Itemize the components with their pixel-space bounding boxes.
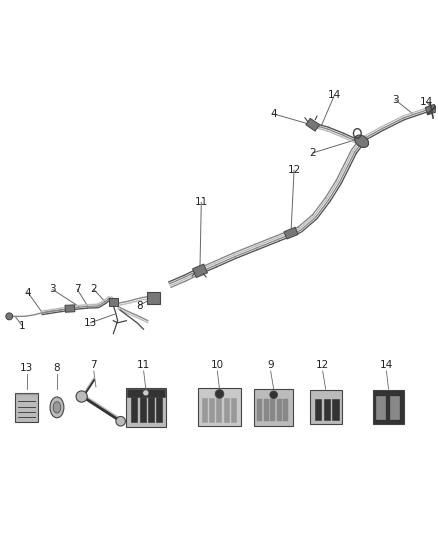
FancyBboxPatch shape: [323, 399, 329, 419]
Ellipse shape: [50, 397, 64, 418]
FancyBboxPatch shape: [208, 398, 214, 422]
Text: 10: 10: [210, 360, 223, 370]
Text: 2: 2: [90, 285, 97, 294]
Text: 1: 1: [19, 321, 25, 331]
Text: 7: 7: [90, 360, 97, 370]
Text: 4: 4: [270, 109, 276, 119]
Text: 14: 14: [327, 90, 340, 100]
Text: 14: 14: [419, 97, 432, 107]
Text: 4: 4: [25, 287, 31, 297]
Circle shape: [76, 391, 87, 402]
Text: 8: 8: [136, 301, 142, 311]
Text: 3: 3: [391, 95, 397, 104]
Text: 3: 3: [49, 285, 56, 294]
Circle shape: [269, 391, 277, 399]
FancyBboxPatch shape: [15, 393, 38, 422]
FancyBboxPatch shape: [253, 389, 293, 425]
Polygon shape: [192, 264, 207, 278]
FancyBboxPatch shape: [372, 391, 403, 424]
Text: 13: 13: [20, 362, 33, 373]
FancyBboxPatch shape: [230, 398, 236, 422]
Circle shape: [215, 390, 223, 398]
FancyBboxPatch shape: [270, 399, 275, 421]
FancyBboxPatch shape: [147, 292, 159, 304]
Circle shape: [116, 416, 125, 426]
Text: 2: 2: [309, 148, 315, 158]
Text: 9: 9: [267, 360, 273, 370]
Text: 13: 13: [84, 318, 97, 328]
FancyBboxPatch shape: [216, 398, 221, 422]
Circle shape: [6, 313, 13, 320]
Polygon shape: [424, 104, 436, 115]
FancyBboxPatch shape: [201, 398, 206, 422]
Text: 12: 12: [315, 360, 328, 370]
FancyBboxPatch shape: [131, 396, 137, 422]
FancyBboxPatch shape: [332, 399, 338, 419]
FancyBboxPatch shape: [257, 399, 261, 421]
Text: 8: 8: [53, 362, 60, 373]
FancyBboxPatch shape: [263, 399, 268, 421]
FancyBboxPatch shape: [276, 399, 281, 421]
FancyBboxPatch shape: [223, 398, 228, 422]
FancyBboxPatch shape: [314, 399, 321, 419]
Polygon shape: [305, 118, 319, 131]
Text: 7: 7: [74, 285, 81, 294]
Ellipse shape: [53, 402, 60, 413]
FancyBboxPatch shape: [148, 396, 153, 422]
Ellipse shape: [354, 135, 368, 148]
FancyBboxPatch shape: [139, 396, 145, 422]
FancyBboxPatch shape: [309, 391, 341, 424]
Text: 12: 12: [287, 165, 300, 175]
FancyBboxPatch shape: [375, 397, 385, 419]
Circle shape: [142, 390, 148, 396]
FancyBboxPatch shape: [197, 389, 241, 426]
FancyBboxPatch shape: [127, 389, 164, 397]
Text: 11: 11: [137, 360, 150, 370]
Polygon shape: [108, 298, 118, 306]
Polygon shape: [65, 305, 75, 312]
FancyBboxPatch shape: [283, 399, 287, 421]
Text: 14: 14: [379, 360, 392, 370]
Text: 11: 11: [194, 197, 208, 207]
FancyBboxPatch shape: [126, 387, 165, 427]
FancyBboxPatch shape: [155, 396, 162, 422]
Polygon shape: [283, 227, 297, 239]
FancyBboxPatch shape: [389, 397, 399, 419]
